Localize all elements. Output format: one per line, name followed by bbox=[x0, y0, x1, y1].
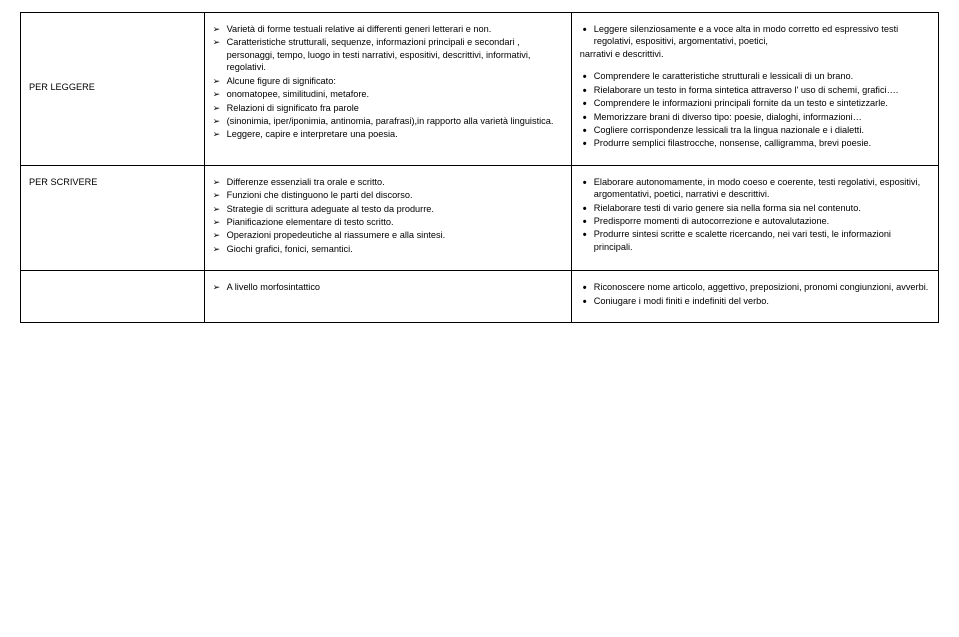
row-label-cell: PER SCRIVERE bbox=[21, 165, 205, 271]
list-item: (sinonimia, iper/iponimia, antinomia, pa… bbox=[213, 115, 563, 127]
list-item-text: Rielaborare un testo in forma sintetica … bbox=[594, 85, 899, 95]
arrow-list: A livello morfosintattico bbox=[213, 281, 563, 293]
list-item: Comprendere le informazioni principali f… bbox=[580, 97, 930, 109]
arrow-list: Varietà di forme testuali relative ai di… bbox=[213, 23, 563, 141]
list-item-text: Comprendere le informazioni principali f… bbox=[594, 98, 888, 108]
document-table: PER LEGGERE Varietà di forme testuali rel… bbox=[20, 12, 939, 323]
list-item: Elaborare autonomamente, in modo coeso e… bbox=[580, 176, 930, 201]
bullet-list-cell: Riconoscere nome articolo, aggettivo, pr… bbox=[571, 271, 938, 323]
list-item: Leggere, capire e interpretare una poesi… bbox=[213, 128, 563, 140]
list-item: Predisporre momenti di autocorrezione e … bbox=[580, 215, 930, 227]
list-item-text: Elaborare autonomamente, in modo coeso e… bbox=[594, 177, 920, 199]
row-label: PER LEGGERE bbox=[29, 81, 196, 93]
list-item: Produrre semplici filastrocche, nonsense… bbox=[580, 137, 930, 149]
bullet-list: Elaborare autonomamente, in modo coeso e… bbox=[580, 176, 930, 254]
list-item: Differenze essenziali tra orale e scritt… bbox=[213, 176, 563, 188]
list-item: Varietà di forme testuali relative ai di… bbox=[213, 23, 563, 35]
bullet-list: Leggere silenziosamente e a voce alta in… bbox=[580, 23, 930, 150]
list-item: Cogliere corrispondenze lessicali tra la… bbox=[580, 124, 930, 136]
list-item-text: Leggere silenziosamente e a voce alta in… bbox=[594, 24, 898, 46]
list-item: Comprendere le caratteristiche struttura… bbox=[580, 70, 930, 82]
list-item: Relazioni di significato fra parole bbox=[213, 102, 563, 114]
row-label-cell bbox=[21, 271, 205, 323]
arrow-list: Differenze essenziali tra orale e scritt… bbox=[213, 176, 563, 256]
list-item-text: Memorizzare brani di diverso tipo: poesi… bbox=[594, 112, 862, 122]
list-item-text: Riconoscere nome articolo, aggettivo, pr… bbox=[594, 282, 929, 292]
table-row: PER SCRIVERE Differenze essenziali tra or… bbox=[21, 165, 939, 271]
table-row: PER LEGGERE Varietà di forme testuali rel… bbox=[21, 13, 939, 166]
arrow-list-cell: A livello morfosintattico bbox=[204, 271, 571, 323]
list-item-text: Coniugare i modi finiti e indefiniti del… bbox=[594, 296, 769, 306]
list-item: Rielaborare un testo in forma sintetica … bbox=[580, 84, 930, 96]
list-item: Strategie di scrittura adeguate al testo… bbox=[213, 203, 563, 215]
list-item-text: Produrre semplici filastrocche, nonsense… bbox=[594, 138, 871, 148]
list-item-text: Produrre sintesi scritte e scalette rice… bbox=[594, 229, 891, 251]
list-item: Leggere silenziosamente e a voce alta in… bbox=[580, 23, 930, 60]
list-item: Operazioni propedeutiche al riassumere e… bbox=[213, 229, 563, 241]
arrow-list-cell: Differenze essenziali tra orale e scritt… bbox=[204, 165, 571, 271]
list-item-text: Rielaborare testi di vario genere sia ne… bbox=[594, 203, 861, 213]
row-label: PER SCRIVERE bbox=[29, 176, 196, 188]
list-item-text: Predisporre momenti di autocorrezione e … bbox=[594, 216, 829, 226]
bullet-list: Riconoscere nome articolo, aggettivo, pr… bbox=[580, 281, 930, 307]
list-item: Pianificazione elementare di testo scrit… bbox=[213, 216, 563, 228]
list-item-continuation: narrativi e descrittivi. bbox=[580, 48, 930, 60]
list-item: Riconoscere nome articolo, aggettivo, pr… bbox=[580, 281, 930, 293]
list-item: Alcune figure di significato: bbox=[213, 75, 563, 87]
list-item: Rielaborare testi di vario genere sia ne… bbox=[580, 202, 930, 214]
list-item: onomatopee, similitudini, metafore. bbox=[213, 88, 563, 100]
arrow-list-cell: Varietà di forme testuali relative ai di… bbox=[204, 13, 571, 166]
list-item: Memorizzare brani di diverso tipo: poesi… bbox=[580, 111, 930, 123]
list-item: Funzioni che distinguono le parti del di… bbox=[213, 189, 563, 201]
list-item: A livello morfosintattico bbox=[213, 281, 563, 293]
list-item-text: Cogliere corrispondenze lessicali tra la… bbox=[594, 125, 864, 135]
list-item: Coniugare i modi finiti e indefiniti del… bbox=[580, 295, 930, 307]
spacer bbox=[580, 61, 930, 70]
bullet-list-cell: Leggere silenziosamente e a voce alta in… bbox=[571, 13, 938, 166]
list-item: Produrre sintesi scritte e scalette rice… bbox=[580, 228, 930, 253]
bullet-list-cell: Elaborare autonomamente, in modo coeso e… bbox=[571, 165, 938, 271]
list-item: Giochi grafici, fonici, semantici. bbox=[213, 243, 563, 255]
list-item: Caratteristiche strutturali, sequenze, i… bbox=[213, 36, 563, 73]
list-item-text: Comprendere le caratteristiche struttura… bbox=[594, 71, 853, 81]
table-row: A livello morfosintattico Riconoscere nom… bbox=[21, 271, 939, 323]
row-label-cell: PER LEGGERE bbox=[21, 13, 205, 166]
